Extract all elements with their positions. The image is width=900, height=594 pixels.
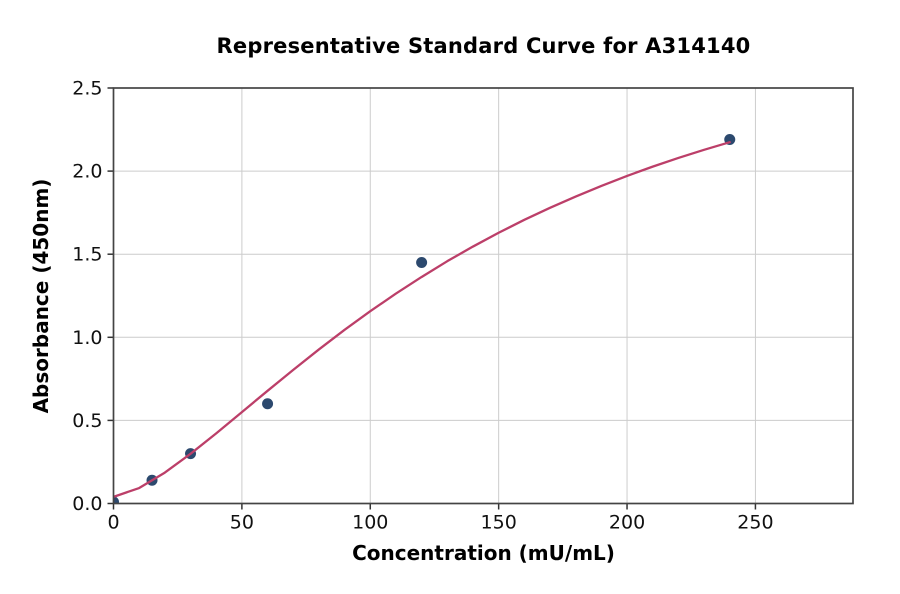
- y-tick-label: 0.5: [72, 410, 102, 432]
- data-point: [416, 257, 428, 269]
- y-tick-label: 2.5: [72, 78, 102, 100]
- gridlines: [113, 87, 853, 504]
- y-tick-label: 1.0: [72, 327, 102, 349]
- x-tick-label: 250: [737, 512, 773, 534]
- y-axis-label: Absorbance (450nm): [29, 178, 53, 414]
- x-tick-label: 100: [352, 512, 388, 534]
- fit-curve: [113, 141, 731, 499]
- x-tick-label: 150: [481, 512, 517, 534]
- chart-title: Representative Standard Curve for A31414…: [216, 34, 751, 58]
- y-tick-label: 1.5: [72, 244, 102, 266]
- y-tick-label: 0.0: [72, 493, 102, 515]
- data-point: [113, 496, 119, 504]
- x-axis-label: Concentration (mU/mL): [352, 541, 615, 565]
- x-tick-label: 50: [230, 512, 254, 534]
- tick-labels: 0 50 100 150 200 250 0.0 0.5 1.0 1.5 2.0 2.5: [72, 78, 773, 534]
- x-tick-label: 200: [609, 512, 645, 534]
- plot-border: [112, 87, 854, 505]
- y-tick-label: 2.0: [72, 161, 102, 183]
- data-point: [262, 398, 274, 410]
- data-series: [113, 134, 736, 504]
- x-tick-label: 0: [107, 512, 119, 534]
- axis-ticks: [107, 87, 757, 510]
